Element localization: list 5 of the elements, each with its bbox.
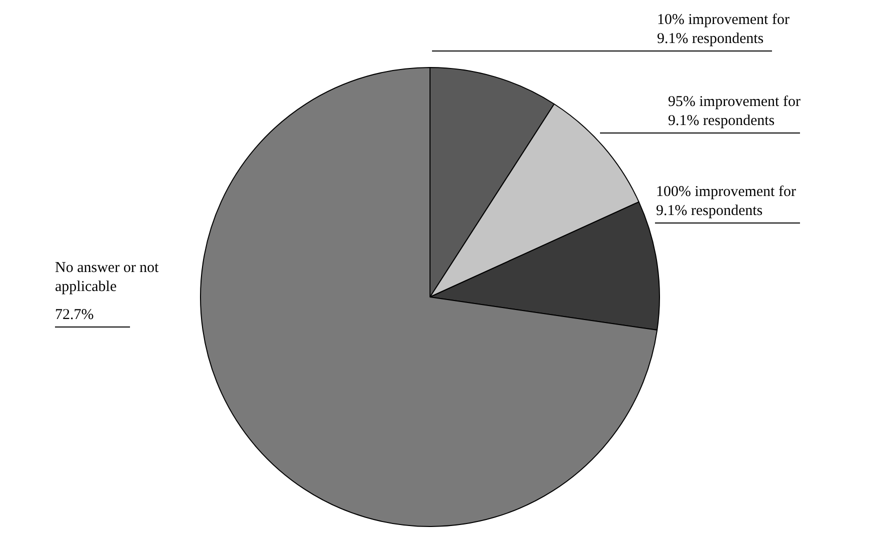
slice-label: 95% improvement for 9.1% respondents [668, 94, 800, 129]
data-label: 72.7% [55, 307, 94, 323]
slice-label: 100% improvement for 9.1% respondents [656, 184, 796, 219]
slice-label: 10% improvement for 9.1% respondents [657, 12, 790, 47]
slice-label: No answer or not applicable [55, 260, 160, 295]
